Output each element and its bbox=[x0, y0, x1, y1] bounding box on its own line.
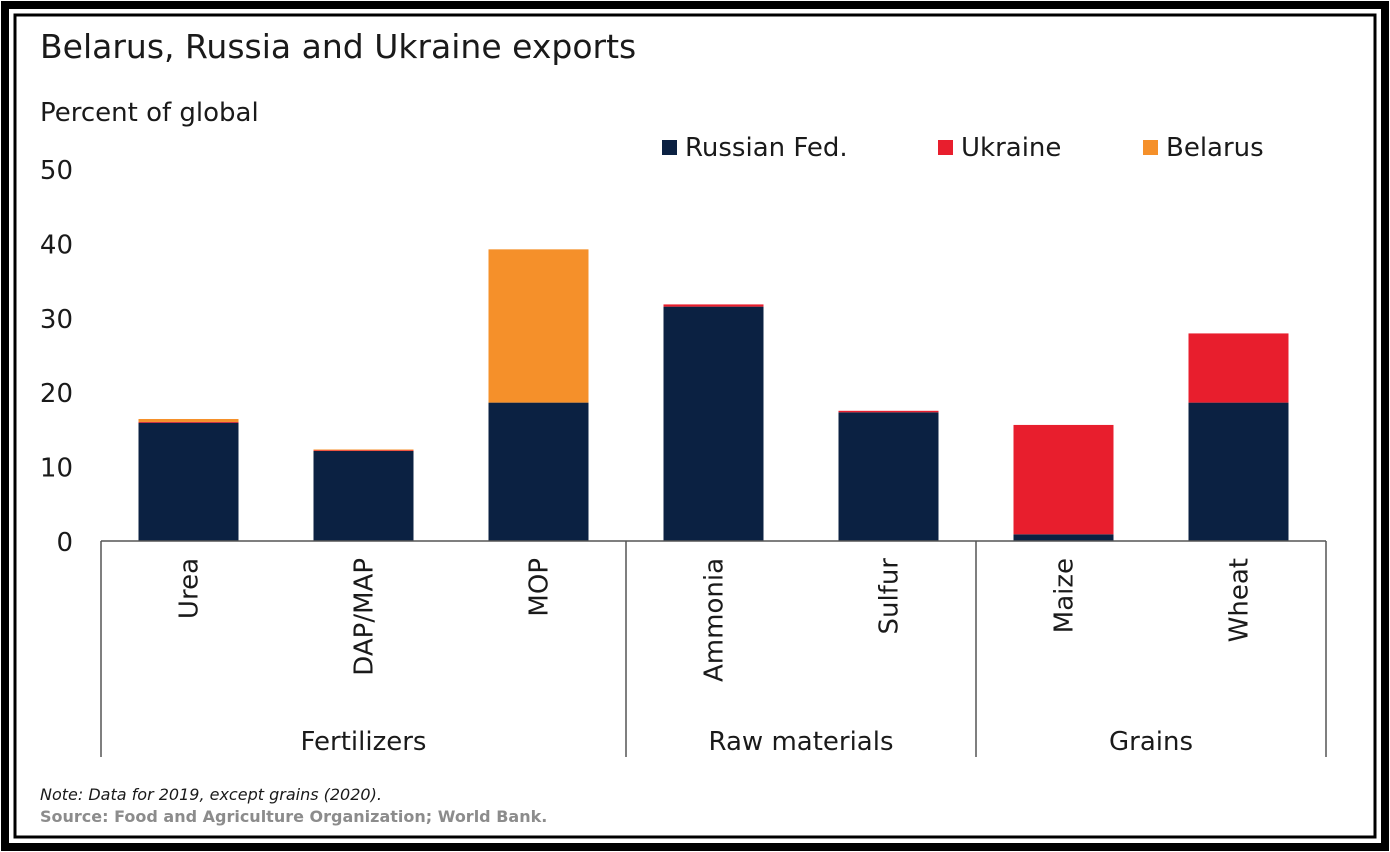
group-label: Raw materials bbox=[708, 727, 893, 757]
chart-title: Belarus, Russia and Ukraine exports bbox=[40, 27, 636, 66]
x-tick-label: MOP bbox=[525, 558, 555, 617]
y-tick-label: 50 bbox=[40, 156, 73, 186]
bar-segment-russian-fed-mop bbox=[488, 402, 589, 541]
bar-segment-russian-fed-ammonia bbox=[663, 306, 764, 541]
bar-segment-russian-fed-urea bbox=[138, 422, 239, 541]
x-tick-label: Maize bbox=[1050, 558, 1080, 633]
group-label: Grains bbox=[1109, 727, 1193, 757]
x-tick-label: Sulfur bbox=[875, 558, 905, 635]
group-label: Fertilizers bbox=[301, 727, 427, 757]
y-tick-label: 0 bbox=[56, 528, 73, 558]
inner-border bbox=[13, 13, 1377, 839]
legend-swatch bbox=[662, 140, 677, 155]
bar-segment-belarus-mop bbox=[488, 249, 589, 403]
bar-segment-ukraine-ammonia bbox=[663, 304, 764, 307]
y-axis-ticks: 0 10 20 30 40 50 bbox=[40, 156, 73, 558]
x-tick-label: Urea bbox=[175, 558, 205, 619]
bar-segment-ukraine-sulfur bbox=[838, 410, 939, 413]
y-tick-label: 20 bbox=[40, 379, 73, 409]
legend-label: Belarus bbox=[1166, 133, 1264, 163]
bar-segment-ukraine-maize bbox=[1013, 424, 1114, 535]
x-tick-label: Wheat bbox=[1225, 558, 1255, 642]
legend-swatch bbox=[1143, 140, 1158, 155]
x-tick-label: Ammonia bbox=[700, 558, 730, 682]
axes bbox=[100, 540, 1327, 757]
y-tick-label: 40 bbox=[40, 230, 73, 260]
chart-source: Source: Food and Agriculture Organizatio… bbox=[40, 807, 547, 826]
y-tick-label: 10 bbox=[40, 454, 73, 484]
bars bbox=[138, 249, 1289, 541]
x-axis-labels: Urea DAP/MAP MOP Ammonia Sulfur Maize Wheat Fer… bbox=[175, 558, 1255, 757]
legend-swatch bbox=[938, 140, 953, 155]
bar-segment-russian-fed-wheat bbox=[1188, 402, 1289, 541]
bar-segment-ukraine-urea bbox=[138, 421, 239, 423]
chart-note: Note: Data for 2019, except grains (2020… bbox=[40, 785, 382, 804]
bar-segment-russian-fed-dap-map bbox=[313, 450, 414, 541]
bar-segment-russian-fed-maize bbox=[1013, 534, 1114, 541]
y-axis-label: Percent of global bbox=[40, 98, 259, 128]
bar-segment-belarus-dap-map bbox=[313, 449, 414, 451]
x-tick-label: DAP/MAP bbox=[350, 558, 380, 676]
legend-label: Ukraine bbox=[961, 133, 1061, 163]
y-tick-label: 30 bbox=[40, 305, 73, 335]
bar-segment-belarus-urea bbox=[138, 418, 239, 422]
bar-segment-ukraine-dap-map bbox=[313, 450, 414, 452]
bar-segment-ukraine-wheat bbox=[1188, 333, 1289, 403]
legend-label: Russian Fed. bbox=[685, 133, 848, 163]
legend: Russian Fed. Ukraine Belarus bbox=[662, 133, 1264, 163]
bar-segment-russian-fed-sulfur bbox=[838, 412, 939, 541]
